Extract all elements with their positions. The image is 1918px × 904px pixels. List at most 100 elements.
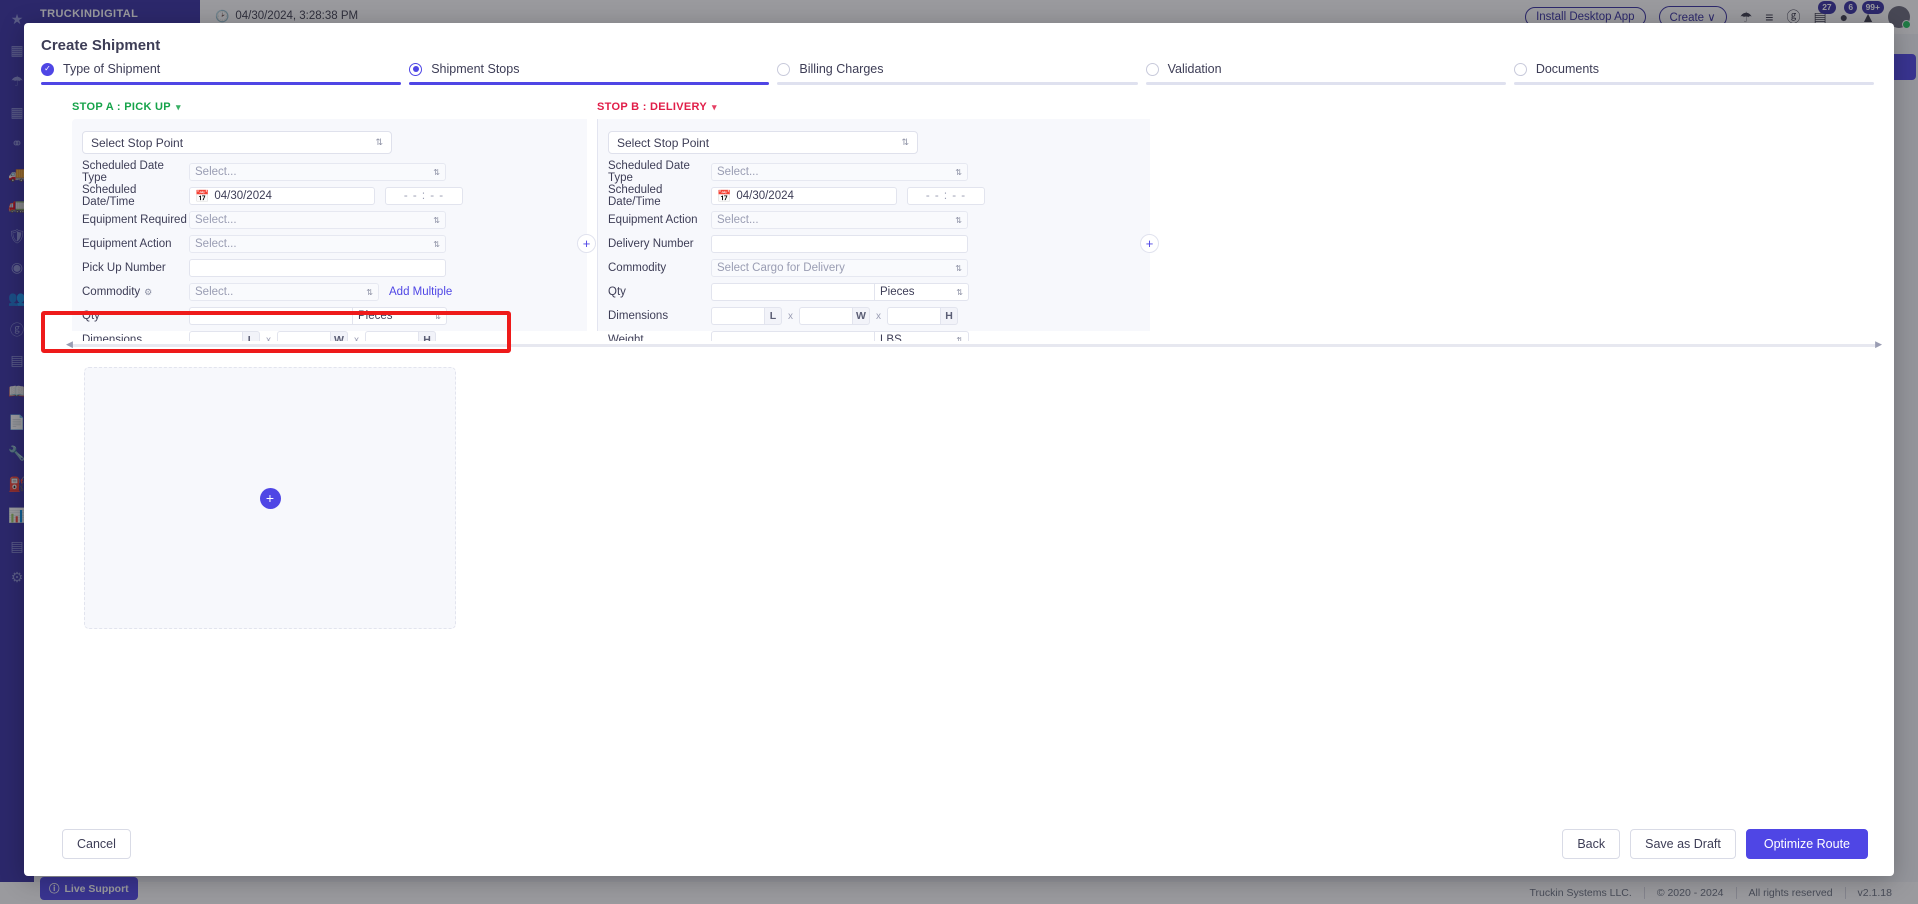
- stop-b-weight-unit-select[interactable]: LBS ⇅: [874, 331, 969, 341]
- stop-b-qty-unit-select[interactable]: Pieces ⇅: [874, 283, 969, 301]
- stop-b-scheduled-date-type-row: Scheduled Date Type Select... ⇅: [608, 160, 1140, 184]
- stop-b-delivery-number-input[interactable]: [711, 235, 968, 253]
- sidebar-item-truck[interactable]: 🚚: [8, 166, 26, 182]
- stop-a-dim-length-input[interactable]: [189, 331, 242, 341]
- value: Pieces: [358, 310, 393, 322]
- stop-a-qty-input[interactable]: [189, 307, 352, 325]
- stop-a-stop-point-select[interactable]: Select Stop Point ⇅: [82, 131, 392, 154]
- stop-a-qty-unit-select[interactable]: Pieces ⇅: [352, 307, 447, 325]
- stop-a-add-multiple-link[interactable]: Add Multiple: [389, 286, 453, 298]
- stop-b-dim-height-unit: H: [940, 307, 958, 325]
- stops-horizontal-scrollbar[interactable]: ◀ ▶: [66, 339, 1882, 349]
- dim-separator-icon: x: [266, 334, 271, 342]
- add-stop-between-button[interactable]: +: [577, 234, 596, 253]
- sidebar-item-book[interactable]: 📖: [8, 383, 26, 399]
- stop-a-column: STOP A : PICK UP ▾ Select Stop Point ⇅ S…: [24, 101, 587, 341]
- stop-b-column: + STOP B : DELIVERY ▾ Select Stop Point …: [577, 101, 1150, 341]
- stop-a-scheduled-datetime-row: Scheduled Date/Time 📅 04/30/2024 - - : -…: [82, 184, 577, 208]
- stop-b-qty-input[interactable]: [711, 283, 874, 301]
- live-support-button[interactable]: ⓘ Live Support: [40, 877, 138, 900]
- package-icon[interactable]: ☂: [1739, 8, 1753, 25]
- stop-a-dim-width-input[interactable]: [277, 331, 330, 341]
- sidebar-item-money[interactable]: ⓖ: [10, 321, 24, 338]
- stop-a-dim-height-unit: H: [418, 331, 436, 341]
- sidebar-item-billing[interactable]: ▤: [10, 538, 24, 554]
- value: Select...: [195, 166, 237, 178]
- stop-b-stop-point-select[interactable]: Select Stop Point ⇅: [608, 131, 918, 154]
- stop-a-scheduled-date-input[interactable]: 📅 04/30/2024: [189, 187, 375, 205]
- step-validation[interactable]: Validation: [1145, 62, 1514, 85]
- stop-a-equipment-required-select[interactable]: Select... ⇅: [189, 211, 446, 229]
- stop-a-dim-height-input[interactable]: [365, 331, 418, 341]
- stop-b-scheduled-date-type-select[interactable]: Select... ⇅: [711, 163, 968, 181]
- stop-a-pickup-number-input[interactable]: [189, 259, 446, 277]
- chevron-updown-icon: ⇅: [434, 311, 441, 321]
- sidebar-item-wrench[interactable]: 🔧: [8, 445, 26, 461]
- chevron-updown-icon: ⇅: [955, 167, 962, 177]
- add-stop-end-button[interactable]: +: [1140, 234, 1159, 253]
- bell-icon[interactable]: ▲ 99+: [1861, 1, 1884, 25]
- tasks-icon[interactable]: ≡: [1765, 9, 1774, 25]
- sidebar-item-contacts[interactable]: 👥: [8, 290, 26, 306]
- stop-b-scheduled-time-input[interactable]: - - : - -: [907, 187, 985, 205]
- stop-a-scheduled-time-input[interactable]: - - : - -: [385, 187, 463, 205]
- background-action-button[interactable]: [1890, 54, 1916, 80]
- cancel-button[interactable]: Cancel: [62, 829, 131, 859]
- invoice-icon[interactable]: ▤ 27: [1813, 0, 1836, 26]
- sidebar-item-dashboard[interactable]: ▦: [10, 42, 24, 58]
- clock-icon: 🕑: [215, 11, 230, 23]
- gear-icon[interactable]: ⚙: [144, 286, 153, 297]
- field-label: Equipment Action: [608, 214, 698, 226]
- scroll-track[interactable]: [72, 344, 1876, 347]
- sidebar-item-document[interactable]: 📄: [8, 414, 26, 430]
- stop-b-equipment-action-select[interactable]: Select... ⇅: [711, 211, 968, 229]
- stop-b-weight-input[interactable]: [711, 331, 874, 341]
- sidebar-item-star[interactable]: ★: [10, 11, 24, 27]
- add-cargo-card[interactable]: +: [84, 367, 456, 629]
- optimize-route-button[interactable]: Optimize Route: [1745, 829, 1868, 859]
- stop-a-commodity-select[interactable]: Select.. ⇅: [189, 283, 379, 301]
- stop-c-placeholder-column: +: [1140, 101, 1713, 341]
- sidebar-item-connections[interactable]: ⚭: [11, 135, 23, 151]
- value: Select...: [195, 238, 237, 250]
- stop-a-header[interactable]: STOP A : PICK UP ▾: [72, 101, 587, 119]
- value: 04/30/2024: [214, 190, 272, 202]
- chat-icon[interactable]: ● 6: [1840, 1, 1858, 25]
- add-cargo-plus-button[interactable]: +: [259, 487, 281, 509]
- sidebar-item-shield[interactable]: 🛡: [8, 228, 26, 244]
- stop-b-dim-length-input[interactable]: [711, 307, 764, 325]
- back-button[interactable]: Back: [1562, 829, 1621, 859]
- sidebar-item-settings[interactable]: ⚙: [10, 569, 24, 585]
- stop-b-scheduled-date-input[interactable]: 📅 04/30/2024: [711, 187, 897, 205]
- field-label: Equipment Action: [82, 238, 172, 250]
- stop-b-equipment-action-row: Equipment Action Select... ⇅: [608, 209, 1140, 231]
- scroll-left-icon[interactable]: ◀: [66, 339, 73, 349]
- stop-a-equipment-required-row: Equipment Required Select... ⇅: [82, 209, 577, 231]
- dollar-icon[interactable]: ⓖ: [1786, 9, 1801, 25]
- sidebar-item-van[interactable]: 🚛: [8, 197, 26, 213]
- stop-b-commodity-select[interactable]: Select Cargo for Delivery ⇅: [711, 259, 968, 277]
- stop-a-scheduled-date-type-select[interactable]: Select... ⇅: [189, 163, 446, 181]
- step-billing-charges[interactable]: Billing Charges: [777, 62, 1145, 85]
- stop-a-equipment-action-select[interactable]: Select... ⇅: [189, 235, 446, 253]
- stop-b-header[interactable]: STOP B : DELIVERY ▾: [597, 101, 1150, 119]
- sidebar-item-building[interactable]: ▦: [10, 104, 24, 120]
- chevron-down-icon: ▾: [175, 101, 181, 112]
- step-type-of-shipment[interactable]: ✓ Type of Shipment: [41, 62, 409, 85]
- stop-a-stop-point-value: Select Stop Point: [91, 135, 184, 150]
- field-label: Delivery Number: [608, 238, 694, 250]
- scroll-right-icon[interactable]: ▶: [1875, 339, 1882, 349]
- sidebar-item-location[interactable]: ◉: [10, 259, 24, 275]
- step-shipment-stops[interactable]: Shipment Stops: [409, 62, 777, 85]
- stop-b-dim-height-input[interactable]: [887, 307, 940, 325]
- avatar[interactable]: [1888, 6, 1911, 29]
- sidebar-item-card[interactable]: ▤: [10, 352, 24, 368]
- sidebar-item-users[interactable]: ☂: [10, 73, 24, 89]
- save-as-draft-button[interactable]: Save as Draft: [1630, 829, 1736, 859]
- stop-b-dim-width-input[interactable]: [799, 307, 852, 325]
- step-documents[interactable]: Documents: [1513, 62, 1882, 85]
- sidebar-item-chart[interactable]: 📊: [8, 507, 26, 523]
- sidebar-item-fuel[interactable]: ⛽: [8, 476, 26, 492]
- footer-copyright: © 2020 - 2024: [1643, 887, 1736, 899]
- stop-b-card: Select Stop Point ⇅ Scheduled Date Type …: [597, 119, 1150, 341]
